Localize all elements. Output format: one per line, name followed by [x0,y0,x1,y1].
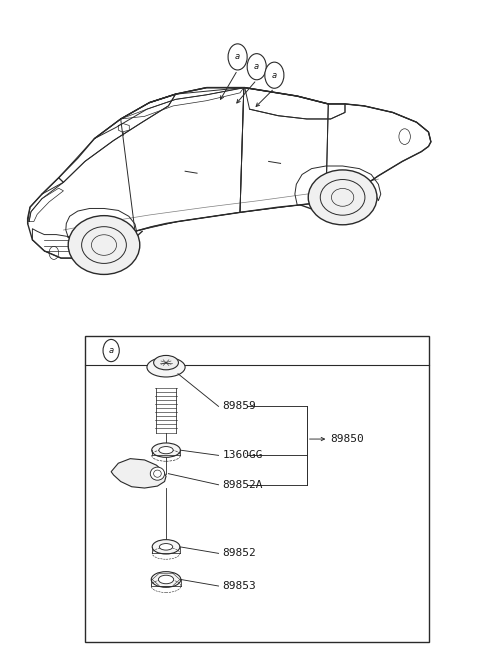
Ellipse shape [158,575,174,584]
Ellipse shape [152,443,180,457]
Ellipse shape [154,470,161,478]
Ellipse shape [159,544,173,550]
Text: a: a [235,52,240,62]
Polygon shape [111,459,166,488]
Text: 89853: 89853 [222,581,256,591]
Ellipse shape [147,358,185,377]
Ellipse shape [154,356,179,370]
Text: 89859: 89859 [222,401,256,411]
Ellipse shape [151,571,181,587]
Circle shape [103,339,119,361]
Text: 1360GG: 1360GG [222,451,263,461]
Ellipse shape [150,467,165,480]
Bar [85,336,429,642]
Text: 89852A: 89852A [222,480,263,490]
Ellipse shape [159,447,173,454]
Ellipse shape [152,540,180,554]
Text: a: a [254,62,259,72]
Text: 89852: 89852 [222,548,256,558]
Circle shape [228,44,247,70]
Text: a: a [108,346,114,355]
Circle shape [265,62,284,89]
Text: 89850: 89850 [331,434,364,444]
Ellipse shape [68,216,140,274]
Text: a: a [272,71,277,79]
Ellipse shape [308,170,377,225]
Circle shape [247,54,266,80]
